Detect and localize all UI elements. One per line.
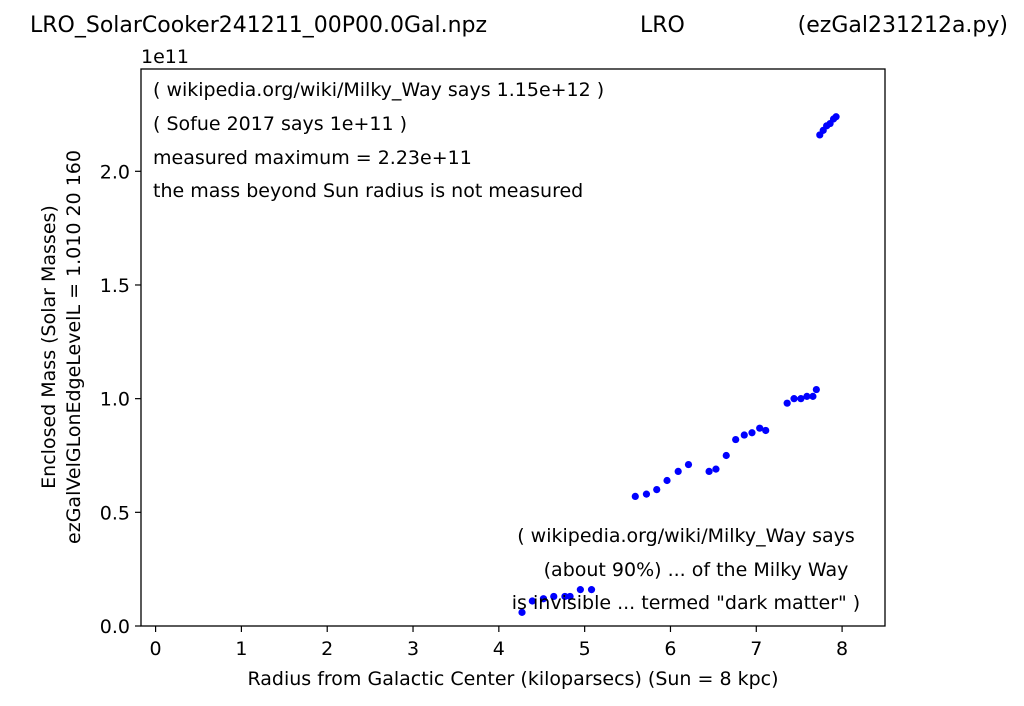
annotation-bottom-3: is invisible ... termed "dark matter" ) xyxy=(512,592,860,614)
data-point xyxy=(740,431,748,439)
data-point xyxy=(756,424,764,432)
data-point xyxy=(732,435,740,444)
title-site: LRO xyxy=(640,13,685,38)
data-point xyxy=(684,460,693,469)
y-tick-label: 1.0 xyxy=(100,389,130,411)
y-tick-label: 1.5 xyxy=(100,275,130,297)
title-file: LRO_SolarCooker241211_00P00.0Gal.npz xyxy=(30,13,487,38)
data-point xyxy=(674,467,682,476)
data-point xyxy=(832,113,840,121)
annotation-top-3: measured maximum = 2.23e+11 xyxy=(153,147,472,169)
x-tick-label: 3 xyxy=(407,638,419,660)
data-point xyxy=(587,586,596,594)
data-point xyxy=(653,485,661,494)
x-tick-label: 2 xyxy=(321,638,333,660)
data-point xyxy=(797,395,805,403)
data-point xyxy=(518,608,526,616)
y-offset-label: 1e11 xyxy=(141,46,189,68)
x-tick-label: 6 xyxy=(664,638,676,660)
data-point xyxy=(812,385,820,394)
annotation-top-2: ( Sofue 2017 says 1e+11 ) xyxy=(153,113,407,135)
data-point xyxy=(762,426,770,435)
data-point xyxy=(790,395,798,403)
data-points xyxy=(518,113,840,616)
data-point xyxy=(748,429,756,437)
plot-area xyxy=(140,68,886,627)
data-point xyxy=(528,597,536,605)
data-point xyxy=(663,476,671,485)
title-script: (ezGal231212a.py) xyxy=(798,13,1008,38)
data-point xyxy=(642,490,651,498)
data-point xyxy=(783,399,791,407)
x-tick-label: 8 xyxy=(836,638,848,660)
x-tick-label: 5 xyxy=(579,638,591,660)
data-point xyxy=(722,451,730,460)
data-point xyxy=(566,592,574,601)
data-point xyxy=(809,392,817,400)
y-axis-label-1: Enclosed Mass (Solar Masses) xyxy=(38,205,60,489)
data-point xyxy=(712,465,720,473)
x-tick-label: 1 xyxy=(235,638,247,660)
x-axis-label: Radius from Galactic Center (kiloparsecs… xyxy=(247,668,778,690)
y-axis-label-2: ezGalVelGLonEdgeLevelL = 1.010 20 160 xyxy=(63,150,85,544)
y-tick-label: 0.0 xyxy=(100,616,130,638)
y-tick-label: 0.5 xyxy=(100,502,130,524)
y-tick-label: 2.0 xyxy=(100,161,130,183)
x-ticks: 0 1 2 3 4 5 6 7 8 xyxy=(150,626,848,660)
annotation-bottom-1: ( wikipedia.org/wiki/Milky_Way says xyxy=(517,525,855,547)
annotation-top-1: ( wikipedia.org/wiki/Milky_Way says 1.15… xyxy=(153,79,604,101)
x-tick-label: 7 xyxy=(750,638,762,660)
x-tick-label: 0 xyxy=(150,638,162,660)
data-point xyxy=(803,392,811,400)
data-point xyxy=(550,592,558,601)
data-point xyxy=(705,467,713,476)
annotation-bottom-2: (about 90%) ... of the Milky Way xyxy=(544,559,849,581)
data-point xyxy=(631,492,639,501)
annotation-top-4: the mass beyond Sun radius is not measur… xyxy=(153,180,583,202)
data-point xyxy=(561,592,569,601)
data-point xyxy=(576,586,584,594)
x-tick-label: 4 xyxy=(493,638,505,660)
y-ticks: 0.0 0.5 1.0 1.5 2.0 xyxy=(100,161,141,638)
data-point xyxy=(539,595,548,603)
